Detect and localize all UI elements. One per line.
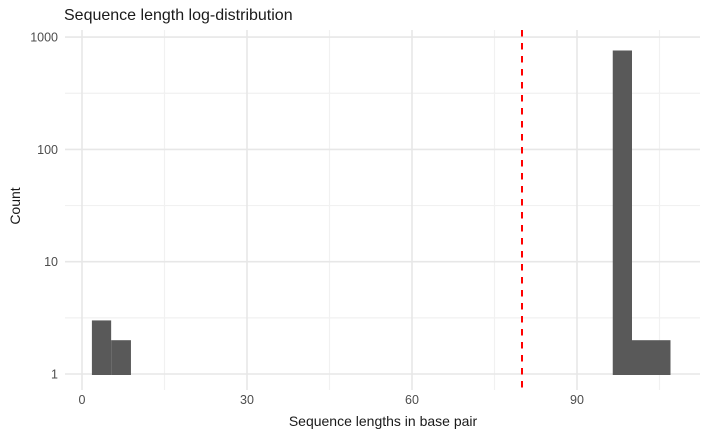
histogram-bar <box>91 320 112 375</box>
histogram-bar <box>111 340 131 375</box>
x-tick-label: 30 <box>240 393 254 407</box>
x-tick-label: 90 <box>570 393 584 407</box>
y-tick-label: 1000 <box>30 31 58 45</box>
y-axis-title: Count <box>7 187 23 225</box>
x-axis-title: Sequence lengths in base pair <box>288 413 478 429</box>
chart-title: Sequence length log-distribution <box>64 7 293 24</box>
y-tick-label: 1 <box>51 368 58 382</box>
x-tick-label: 0 <box>79 393 86 407</box>
histogram-bar <box>612 50 632 376</box>
histogram-bar <box>632 340 671 375</box>
y-tick-label: 10 <box>44 255 58 269</box>
y-tick-label: 100 <box>37 143 58 157</box>
x-tick-label: 60 <box>405 393 419 407</box>
